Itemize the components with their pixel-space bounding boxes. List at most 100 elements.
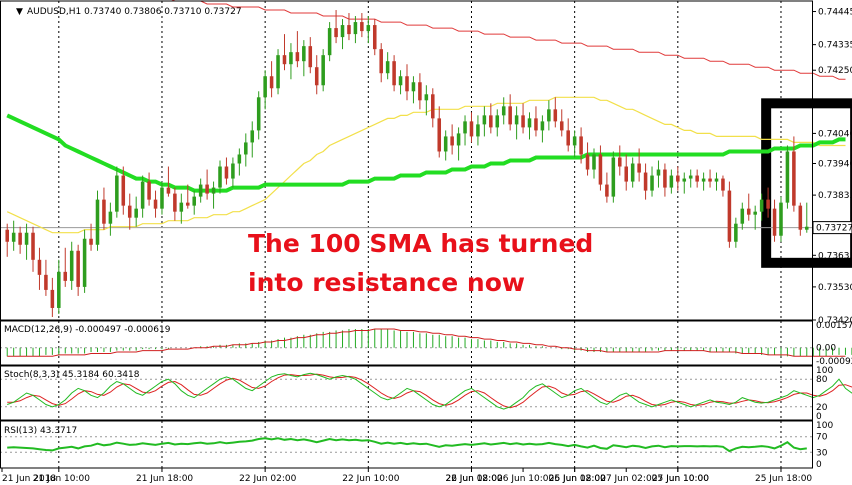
- candle-body: [547, 109, 551, 122]
- candle-body: [82, 238, 87, 287]
- candle-body: [263, 76, 267, 98]
- candle: [153, 190, 158, 218]
- candle-body: [321, 55, 325, 86]
- candle: [624, 154, 629, 191]
- candle-body: [676, 175, 680, 182]
- candle-body: [637, 163, 641, 173]
- candle-body: [398, 76, 403, 86]
- candle: [89, 223, 93, 251]
- candle-body: [766, 199, 770, 209]
- candle: [418, 73, 422, 110]
- candle-body: [334, 28, 338, 38]
- candle-body: [688, 175, 693, 179]
- candle: [173, 187, 177, 221]
- candle-body: [663, 169, 667, 188]
- candle: [282, 34, 287, 71]
- candle: [708, 169, 712, 188]
- candle: [379, 43, 383, 83]
- candle-body: [327, 28, 332, 56]
- candle: [772, 199, 777, 242]
- candle-body: [521, 115, 525, 128]
- candle-body: [218, 166, 222, 188]
- candle-body: [746, 208, 751, 215]
- candle-body: [779, 202, 783, 236]
- candle: [405, 64, 409, 101]
- candle-body: [463, 121, 467, 134]
- candle: [385, 52, 390, 80]
- candle-body: [179, 202, 184, 212]
- candle-body: [160, 187, 164, 209]
- candle: [508, 94, 512, 131]
- candle: [392, 55, 396, 92]
- candle-body: [540, 121, 545, 131]
- candle: [688, 169, 693, 188]
- candle: [218, 160, 222, 194]
- candle-body: [469, 121, 474, 137]
- candle: [514, 106, 519, 140]
- candle: [630, 157, 635, 188]
- candle-body: [192, 196, 196, 206]
- candle: [115, 166, 119, 218]
- candle-body: [566, 130, 570, 146]
- triangle-down-icon: ▼: [16, 7, 23, 17]
- candle: [572, 130, 577, 158]
- candle-body: [656, 169, 661, 176]
- candle: [147, 172, 151, 206]
- rsi-tick-label: 100: [816, 421, 833, 431]
- candle-body: [185, 202, 190, 206]
- candle-body: [476, 124, 480, 137]
- candle-body: [360, 22, 364, 32]
- candle-body: [244, 142, 248, 155]
- candle: [37, 247, 42, 290]
- candle: [740, 202, 745, 230]
- candle-body: [798, 205, 803, 230]
- candle: [372, 19, 377, 56]
- candle: [44, 259, 48, 296]
- candle-body: [734, 223, 738, 242]
- stoch-tick-label: 20: [816, 403, 828, 413]
- rsi-label: RSI(13) 43.3717: [4, 426, 77, 436]
- candle-body: [89, 238, 93, 245]
- macd-label: MACD(12,26,9) -0.000497 -0.000619: [4, 325, 171, 335]
- candle: [185, 184, 190, 209]
- candle-body: [753, 211, 757, 215]
- candle: [456, 127, 461, 161]
- candle-body: [534, 118, 538, 131]
- stoch-gridlines: [0, 378, 812, 408]
- candle: [308, 37, 313, 74]
- time-tick-label: 22 Jun 02:00: [239, 474, 296, 484]
- candle-body: [598, 154, 603, 185]
- candle-body: [559, 121, 564, 131]
- candle: [24, 223, 29, 260]
- price-tick-label: 0.73940: [818, 160, 852, 170]
- candle: [547, 100, 551, 131]
- candle: [682, 172, 687, 194]
- candle-body: [411, 82, 416, 92]
- candle-body: [650, 175, 654, 191]
- time-tick-label: 26 Jun 10:00: [497, 474, 554, 484]
- candle: [69, 241, 74, 290]
- candle-body: [772, 208, 777, 236]
- candle: [656, 160, 661, 188]
- candle-body: [231, 163, 235, 179]
- candle: [431, 88, 435, 128]
- candle: [327, 22, 332, 62]
- candle-body: [431, 94, 435, 119]
- candle-body: [31, 232, 35, 260]
- candle-body: [237, 154, 242, 164]
- chart-header: AUDUSD,H1 0.73740 0.73806 0.73710 0.7372…: [27, 7, 242, 17]
- candle: [276, 49, 280, 95]
- time-tick-label: 25 Jun 10:00: [652, 474, 709, 484]
- candle: [411, 76, 416, 104]
- candle: [766, 187, 770, 218]
- candle-body: [353, 22, 358, 35]
- candle: [476, 115, 480, 146]
- price-pane: 0.74445 0.74335 0.74250 0.74140 0.74040 0.739…: [0, 0, 852, 468]
- candle: [721, 175, 725, 197]
- candle: [250, 121, 255, 158]
- stoch-signal-line: [7, 373, 852, 409]
- candle-body: [102, 199, 106, 224]
- candle: [753, 205, 757, 230]
- time-tick-label: 22 Jun 10:00: [342, 474, 399, 484]
